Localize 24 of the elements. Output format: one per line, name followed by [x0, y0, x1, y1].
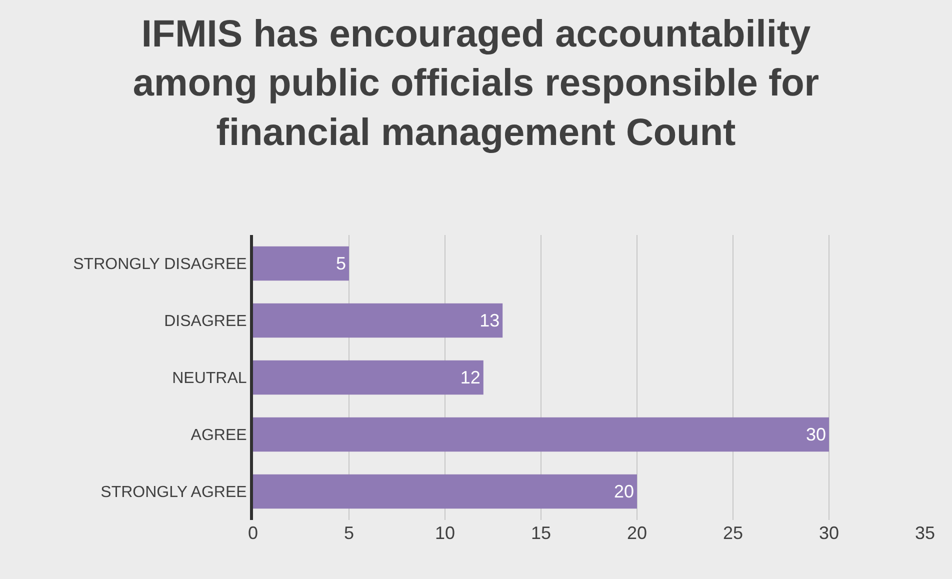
bar [253, 417, 829, 452]
y-tick-label: STRONGLY DISAGREE [73, 256, 247, 274]
chart-title: IFMIS has encouraged accountability among public officials responsible for financial management Count [132, 13, 820, 154]
data-label: 12 [460, 368, 480, 388]
data-label: 13 [480, 310, 500, 330]
y-tick-label: STRONGLY AGREE [100, 484, 247, 502]
y-tick-label: DISAGREE [164, 313, 247, 330]
data-label: 5 [336, 254, 346, 274]
x-tick-label: 0 [248, 523, 258, 543]
x-tick-label: 20 [626, 523, 648, 543]
data-label: 20 [614, 482, 634, 502]
bar [253, 360, 484, 395]
x-tick-label: 25 [722, 523, 744, 543]
data-label: 30 [806, 424, 826, 444]
y-tick-label: NEUTRAL [172, 370, 247, 388]
bar [253, 474, 637, 509]
x-tick-label: 35 [914, 523, 936, 543]
y-tick-label: AGREE [190, 427, 247, 444]
bar [253, 303, 503, 338]
x-tick-label: 5 [344, 523, 354, 543]
bar [253, 246, 349, 281]
x-tick-label: 15 [530, 523, 552, 543]
x-tick-label: 10 [434, 523, 456, 543]
x-tick-label: 30 [818, 523, 840, 543]
